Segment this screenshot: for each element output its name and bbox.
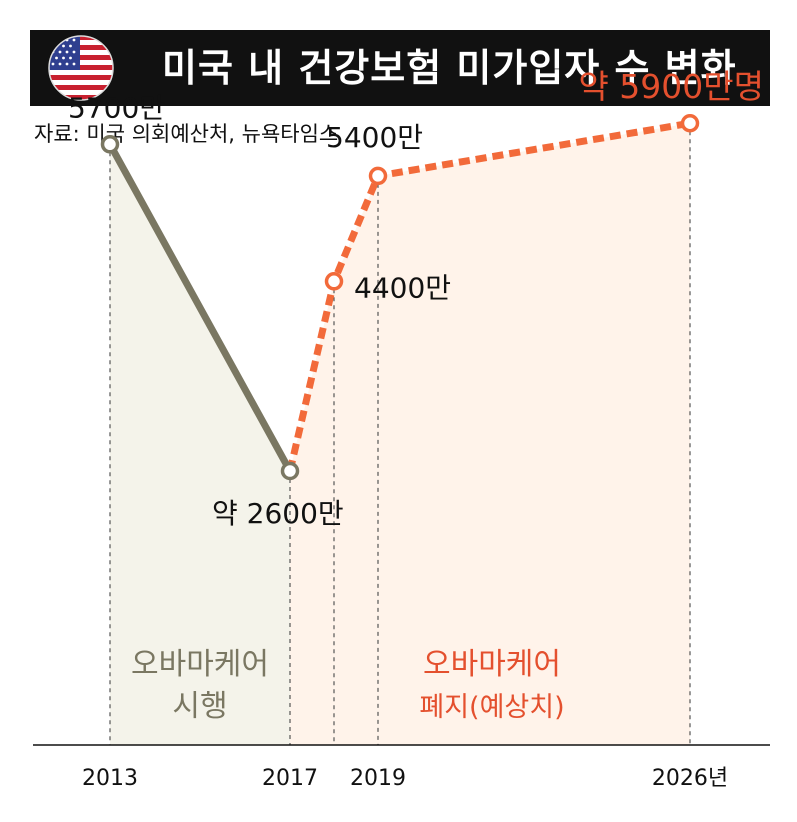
x-tick-label-2026: 2026년	[652, 766, 728, 791]
series-line-actual	[106, 140, 294, 475]
series-line-projected	[286, 119, 691, 472]
region-label-projected-line2: 폐지(예상치)	[419, 692, 564, 723]
region-fill-projected	[290, 123, 690, 745]
x-tick-label-2013: 2013	[82, 766, 138, 791]
source-note: 자료: 미국 의회예산처, 뉴욕타임스	[34, 122, 339, 146]
x-tick-label-2017: 2017	[262, 766, 318, 791]
x-tick-label-2019: 2019	[350, 766, 406, 791]
data-point-2026	[680, 113, 700, 133]
region-label-actual-line2: 시행	[172, 689, 227, 724]
region-fill-actual	[110, 144, 290, 746]
data-point-2018	[324, 272, 344, 291]
data-label-2013: 5700만	[68, 91, 165, 124]
data-point-2019	[368, 166, 388, 186]
data-label-2018: 4400만	[354, 271, 451, 304]
chart-title: 미국 내 건강보험 미가입자 수 변화	[162, 46, 737, 90]
data-label-2026: 약 5900만명	[578, 67, 764, 106]
data-point-2017	[280, 461, 300, 481]
us-flag-icon	[48, 35, 114, 101]
data-point-2013	[100, 135, 120, 154]
title-bar: 미국 내 건강보험 미가입자 수 변화	[30, 30, 770, 106]
data-label-2019: 5400만	[326, 121, 423, 154]
region-label-actual-line1: 오바마케어	[131, 647, 269, 682]
region-label-projected-line1: 오바마케어	[423, 647, 561, 682]
data-label-2017: 약 2600만	[212, 497, 344, 530]
